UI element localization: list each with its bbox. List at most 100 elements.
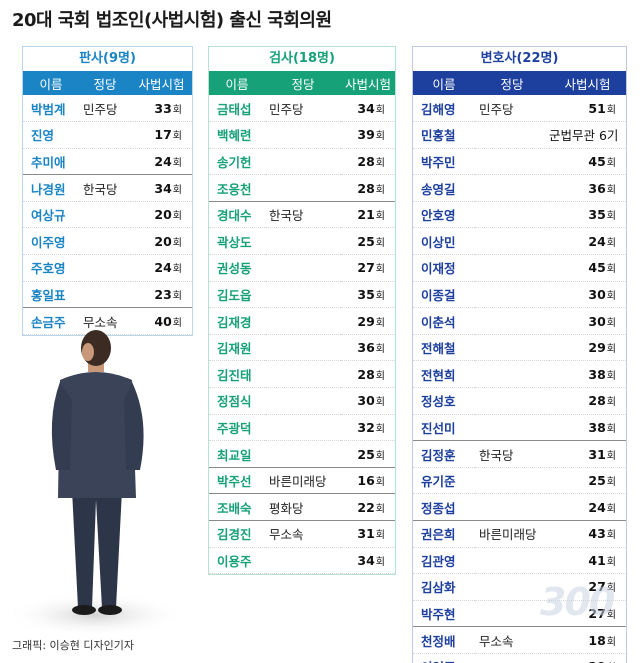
exam-session: 16회 bbox=[341, 466, 395, 495]
exam-unit: 회 bbox=[375, 450, 385, 462]
table-row: 이상민 24회 bbox=[413, 227, 626, 256]
exam-unit: 회 bbox=[606, 211, 616, 223]
table-row: 김정훈 한국당 31회 bbox=[413, 440, 626, 468]
table-row: 진영 17회 bbox=[23, 121, 192, 149]
exam-session: 39회 bbox=[549, 653, 626, 663]
member-name: 이언주 bbox=[413, 653, 475, 663]
exam-session: 38회 bbox=[549, 360, 626, 389]
exam-number: 27 bbox=[357, 260, 375, 276]
table-row: 이언주 39회 bbox=[413, 653, 626, 663]
exam-session: 43회 bbox=[549, 520, 626, 548]
member-name: 김도읍 bbox=[209, 281, 265, 309]
exam-unit: 회 bbox=[375, 344, 385, 356]
exam-unit: 회 bbox=[375, 211, 385, 223]
exam-unit: 회 bbox=[606, 290, 616, 302]
exam-number: 22 bbox=[357, 499, 375, 515]
member-name: 이용주 bbox=[209, 547, 265, 575]
party-name bbox=[475, 334, 549, 362]
party-name bbox=[475, 148, 549, 176]
member-name: 박주현 bbox=[413, 600, 475, 628]
exam-unit: 회 bbox=[606, 370, 616, 382]
exam-number: 28 bbox=[357, 153, 375, 169]
column-header-name: 이름 bbox=[23, 71, 79, 95]
table-lawyer: 이름 정당 사법시험 김해영 민주당 51회 민홍철 군법무관 6기 박주민 45회 송영길 3… bbox=[413, 71, 626, 663]
exam-session: 30회 bbox=[341, 387, 395, 415]
exam-number: 17 bbox=[154, 127, 172, 143]
exam-number: 24 bbox=[588, 233, 606, 249]
exam-session: 23회 bbox=[131, 281, 192, 309]
exam-session: 21회 bbox=[341, 200, 395, 229]
member-name: 손금주 bbox=[23, 307, 79, 335]
exam-number: 36 bbox=[357, 340, 375, 356]
exam-unit: 회 bbox=[172, 237, 182, 249]
exam-number: 23 bbox=[154, 286, 172, 302]
table-row: 박주민 45회 bbox=[413, 148, 626, 176]
member-name: 백혜련 bbox=[209, 121, 265, 149]
exam-number: 29 bbox=[588, 340, 606, 356]
party-name bbox=[475, 254, 549, 282]
column-header-exam: 사법시험 bbox=[549, 71, 626, 95]
party-name bbox=[475, 227, 549, 256]
exam-session: 39회 bbox=[341, 121, 395, 149]
exam-number: 34 bbox=[357, 552, 375, 568]
table-row: 백혜련 39회 bbox=[209, 121, 395, 149]
party-name bbox=[475, 414, 549, 442]
table-row: 조배숙 평화당 22회 bbox=[209, 493, 395, 521]
table-row: 김경진 무소속 31회 bbox=[209, 520, 395, 548]
exam-unit: 회 bbox=[606, 264, 616, 276]
member-name: 최교일 bbox=[209, 440, 265, 468]
exam-session: 24회 bbox=[131, 148, 192, 176]
member-name: 이상민 bbox=[413, 227, 475, 256]
exam-session: 35회 bbox=[549, 201, 626, 229]
member-name: 주광덕 bbox=[209, 414, 265, 442]
exam-session: 27회 bbox=[549, 573, 626, 601]
exam-number: 39 bbox=[588, 659, 605, 663]
member-name: 전현희 bbox=[413, 360, 475, 389]
member-name: 진선미 bbox=[413, 414, 475, 442]
exam-number: 39 bbox=[357, 127, 375, 143]
party-name bbox=[265, 387, 341, 415]
exam-number: 41 bbox=[588, 552, 606, 568]
member-name: 권성동 bbox=[209, 254, 265, 282]
exam-session: 24회 bbox=[131, 254, 192, 282]
exam-number: 25 bbox=[357, 233, 375, 249]
exam-session: 28회 bbox=[341, 174, 395, 202]
exam-session: 30회 bbox=[549, 281, 626, 309]
exam-unit: 회 bbox=[375, 131, 385, 143]
exam-session: 20회 bbox=[131, 201, 192, 229]
exam-number: 32 bbox=[357, 419, 375, 435]
party-name: 평화당 bbox=[265, 493, 341, 521]
table-row: 정점식 30회 bbox=[209, 387, 395, 415]
member-name: 김정훈 bbox=[413, 440, 475, 468]
exam-unit: 회 bbox=[375, 397, 385, 409]
exam-unit: 회 bbox=[606, 610, 616, 622]
exam-unit: 회 bbox=[375, 423, 385, 435]
exam-session: 41회 bbox=[549, 547, 626, 575]
exam-session: 32회 bbox=[341, 414, 395, 442]
party-name bbox=[79, 201, 131, 229]
party-name bbox=[475, 121, 549, 149]
table-row: 김해영 민주당 51회 bbox=[413, 95, 626, 123]
table-row: 김재경 29회 bbox=[209, 307, 395, 335]
exam-number: 20 bbox=[154, 207, 172, 223]
exam-unit: 회 bbox=[375, 104, 385, 116]
exam-session: 45회 bbox=[549, 254, 626, 282]
party-name: 한국당 bbox=[475, 440, 549, 468]
table-row: 권성동 27회 bbox=[209, 254, 395, 282]
exam-number: 24 bbox=[154, 260, 172, 276]
exam-number: 21 bbox=[357, 207, 375, 223]
exam-number: 31 bbox=[588, 446, 606, 462]
table-row: 이재정 45회 bbox=[413, 254, 626, 282]
exam-unit: 회 bbox=[606, 344, 616, 356]
exam-session: 45회 bbox=[549, 148, 626, 176]
exam-session: 30회 bbox=[549, 307, 626, 335]
member-name: 홍일표 bbox=[23, 281, 79, 309]
exam-unit: 회 bbox=[172, 157, 182, 169]
party-name bbox=[265, 121, 341, 149]
exam-number: 29 bbox=[357, 313, 375, 329]
exam-number: 16 bbox=[357, 473, 375, 489]
table-row: 김진태 28회 bbox=[209, 360, 395, 389]
section-title-prosecutor: 검사(18명) bbox=[269, 51, 335, 66]
table-prosecutor: 이름 정당 사법시험 금태섭 민주당 34회 백혜련 39회 송기헌 28회 조응천 28회 경대… bbox=[209, 71, 395, 575]
table-row: 박주선 바른미래당 16회 bbox=[209, 466, 395, 495]
